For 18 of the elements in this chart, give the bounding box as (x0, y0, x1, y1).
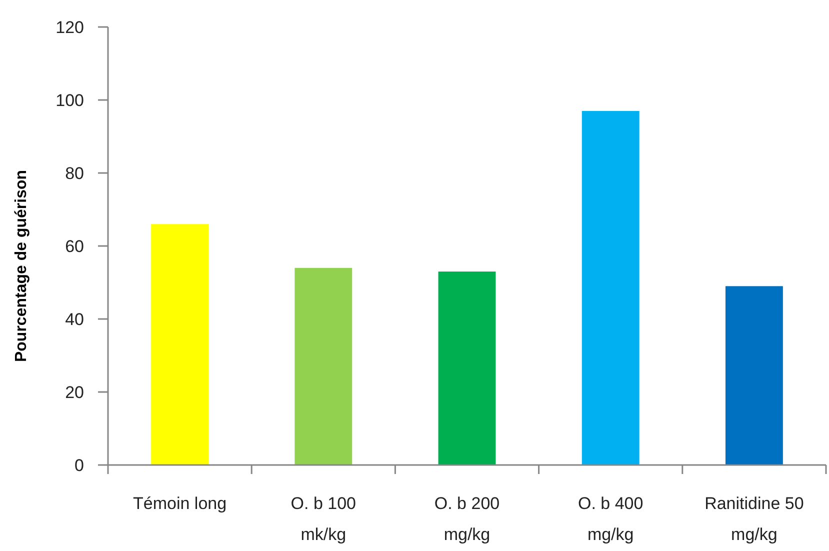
bar (582, 110, 640, 465)
x-tick-label: O. b 100 mk/kg (290, 494, 356, 544)
x-tick-label: O. b 400 mg/kg (578, 494, 644, 544)
y-tick-label: 80 (65, 164, 84, 183)
y-tick-label: 0 (74, 456, 84, 475)
y-axis-title: Pourcentage de guérison (13, 170, 30, 362)
x-tick-label: O. b 200 mg/kg (434, 494, 500, 544)
y-tick-label: 40 (65, 310, 84, 329)
y-tick-label: 100 (56, 90, 84, 110)
bar (438, 272, 496, 465)
y-tick-label: 20 (65, 382, 84, 402)
bar (151, 224, 209, 465)
bar (294, 268, 352, 465)
bar (725, 286, 783, 465)
y-tick-label: 120 (56, 18, 84, 37)
x-tick-label: Ranitidine 50 mg/kg (704, 494, 804, 544)
y-tick-label: 60 (65, 236, 84, 256)
x-tick-label: Témoin long (133, 494, 227, 513)
